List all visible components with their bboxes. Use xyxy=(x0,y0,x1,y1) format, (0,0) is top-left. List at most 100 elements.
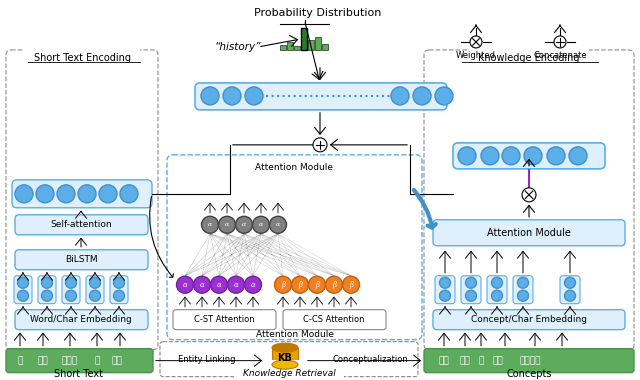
FancyBboxPatch shape xyxy=(12,180,152,208)
Circle shape xyxy=(99,185,117,203)
Text: Knowledge Retrieval: Knowledge Retrieval xyxy=(243,369,335,378)
Circle shape xyxy=(435,87,453,105)
Text: β: β xyxy=(332,281,336,289)
Circle shape xyxy=(522,188,536,202)
Bar xyxy=(287,42,293,50)
Text: Concept/Char Embedding: Concept/Char Embedding xyxy=(471,315,587,324)
Circle shape xyxy=(518,290,529,301)
Text: Weighted: Weighted xyxy=(456,51,496,60)
Text: β: β xyxy=(349,281,353,289)
Text: 论: 论 xyxy=(17,356,22,365)
Circle shape xyxy=(90,277,100,288)
Circle shape xyxy=(218,216,236,233)
Circle shape xyxy=(492,277,502,288)
Circle shape xyxy=(413,87,431,105)
Circle shape xyxy=(518,277,529,288)
Text: Attention Module: Attention Module xyxy=(256,330,334,339)
Text: BiLSTM: BiLSTM xyxy=(65,255,97,264)
FancyBboxPatch shape xyxy=(38,276,56,304)
FancyBboxPatch shape xyxy=(14,276,32,304)
Circle shape xyxy=(211,276,227,293)
FancyBboxPatch shape xyxy=(62,276,80,304)
FancyBboxPatch shape xyxy=(513,276,533,304)
Circle shape xyxy=(227,276,244,293)
Circle shape xyxy=(564,290,575,301)
Text: Knowledge Encoding: Knowledge Encoding xyxy=(478,53,580,63)
Text: α: α xyxy=(208,222,212,227)
Circle shape xyxy=(17,277,29,288)
Text: α: α xyxy=(200,281,204,289)
Circle shape xyxy=(36,185,54,203)
FancyBboxPatch shape xyxy=(433,220,625,246)
FancyBboxPatch shape xyxy=(487,276,507,304)
FancyBboxPatch shape xyxy=(435,276,455,304)
Circle shape xyxy=(113,290,125,301)
Text: 古国: 古国 xyxy=(493,356,504,365)
Circle shape xyxy=(90,290,100,301)
Text: α: α xyxy=(216,281,221,289)
Circle shape xyxy=(245,87,263,105)
Circle shape xyxy=(308,276,326,293)
Text: Conceptualization: Conceptualization xyxy=(332,355,408,364)
Circle shape xyxy=(465,290,477,301)
FancyBboxPatch shape xyxy=(424,349,634,373)
Circle shape xyxy=(244,276,262,293)
Bar xyxy=(315,37,321,50)
Bar xyxy=(294,46,300,50)
Text: α: α xyxy=(276,222,280,227)
Circle shape xyxy=(17,290,29,301)
Circle shape xyxy=(201,87,219,105)
Circle shape xyxy=(481,147,499,165)
Text: KB: KB xyxy=(278,353,292,363)
Text: “history”: “history” xyxy=(215,42,261,52)
Text: Concepts: Concepts xyxy=(506,369,552,378)
Bar xyxy=(301,28,307,50)
Text: 历史剧: 历史剧 xyxy=(62,356,78,365)
FancyBboxPatch shape xyxy=(15,250,148,270)
Circle shape xyxy=(502,147,520,165)
Circle shape xyxy=(391,87,409,105)
FancyBboxPatch shape xyxy=(433,310,625,330)
Text: 国家: 国家 xyxy=(460,356,470,365)
Circle shape xyxy=(42,290,52,301)
FancyBboxPatch shape xyxy=(272,348,298,365)
Circle shape xyxy=(569,147,587,165)
FancyBboxPatch shape xyxy=(15,310,148,330)
Text: Short Text: Short Text xyxy=(54,369,104,378)
Text: C-ST Attention: C-ST Attention xyxy=(194,315,254,324)
Text: 的: 的 xyxy=(94,356,100,365)
Text: α: α xyxy=(234,281,238,289)
Circle shape xyxy=(458,147,476,165)
Text: 创作: 创作 xyxy=(111,356,122,365)
Text: Attention Module: Attention Module xyxy=(255,163,333,173)
Circle shape xyxy=(564,277,575,288)
Circle shape xyxy=(15,185,33,203)
Circle shape xyxy=(313,138,327,152)
FancyBboxPatch shape xyxy=(453,143,605,169)
Bar xyxy=(301,28,307,50)
Circle shape xyxy=(554,36,566,48)
Text: 中国: 中国 xyxy=(38,356,49,365)
Circle shape xyxy=(342,276,360,293)
Text: Entity Linking: Entity Linking xyxy=(179,355,236,364)
Circle shape xyxy=(275,276,291,293)
Text: Word/Char Embedding: Word/Char Embedding xyxy=(30,315,132,324)
Text: α: α xyxy=(259,222,263,227)
Ellipse shape xyxy=(272,343,298,352)
Circle shape xyxy=(177,276,193,293)
Circle shape xyxy=(547,147,565,165)
FancyBboxPatch shape xyxy=(195,83,447,110)
FancyBboxPatch shape xyxy=(86,276,104,304)
Text: C-CS Attention: C-CS Attention xyxy=(303,315,365,324)
Circle shape xyxy=(202,216,218,233)
Bar xyxy=(322,44,328,50)
Ellipse shape xyxy=(272,360,298,369)
Text: Concatenate: Concatenate xyxy=(533,51,587,60)
Circle shape xyxy=(42,277,52,288)
Circle shape xyxy=(291,276,308,293)
Circle shape xyxy=(470,36,482,48)
Circle shape xyxy=(120,185,138,203)
FancyBboxPatch shape xyxy=(560,276,580,304)
Text: β: β xyxy=(281,281,285,289)
Circle shape xyxy=(193,276,211,293)
